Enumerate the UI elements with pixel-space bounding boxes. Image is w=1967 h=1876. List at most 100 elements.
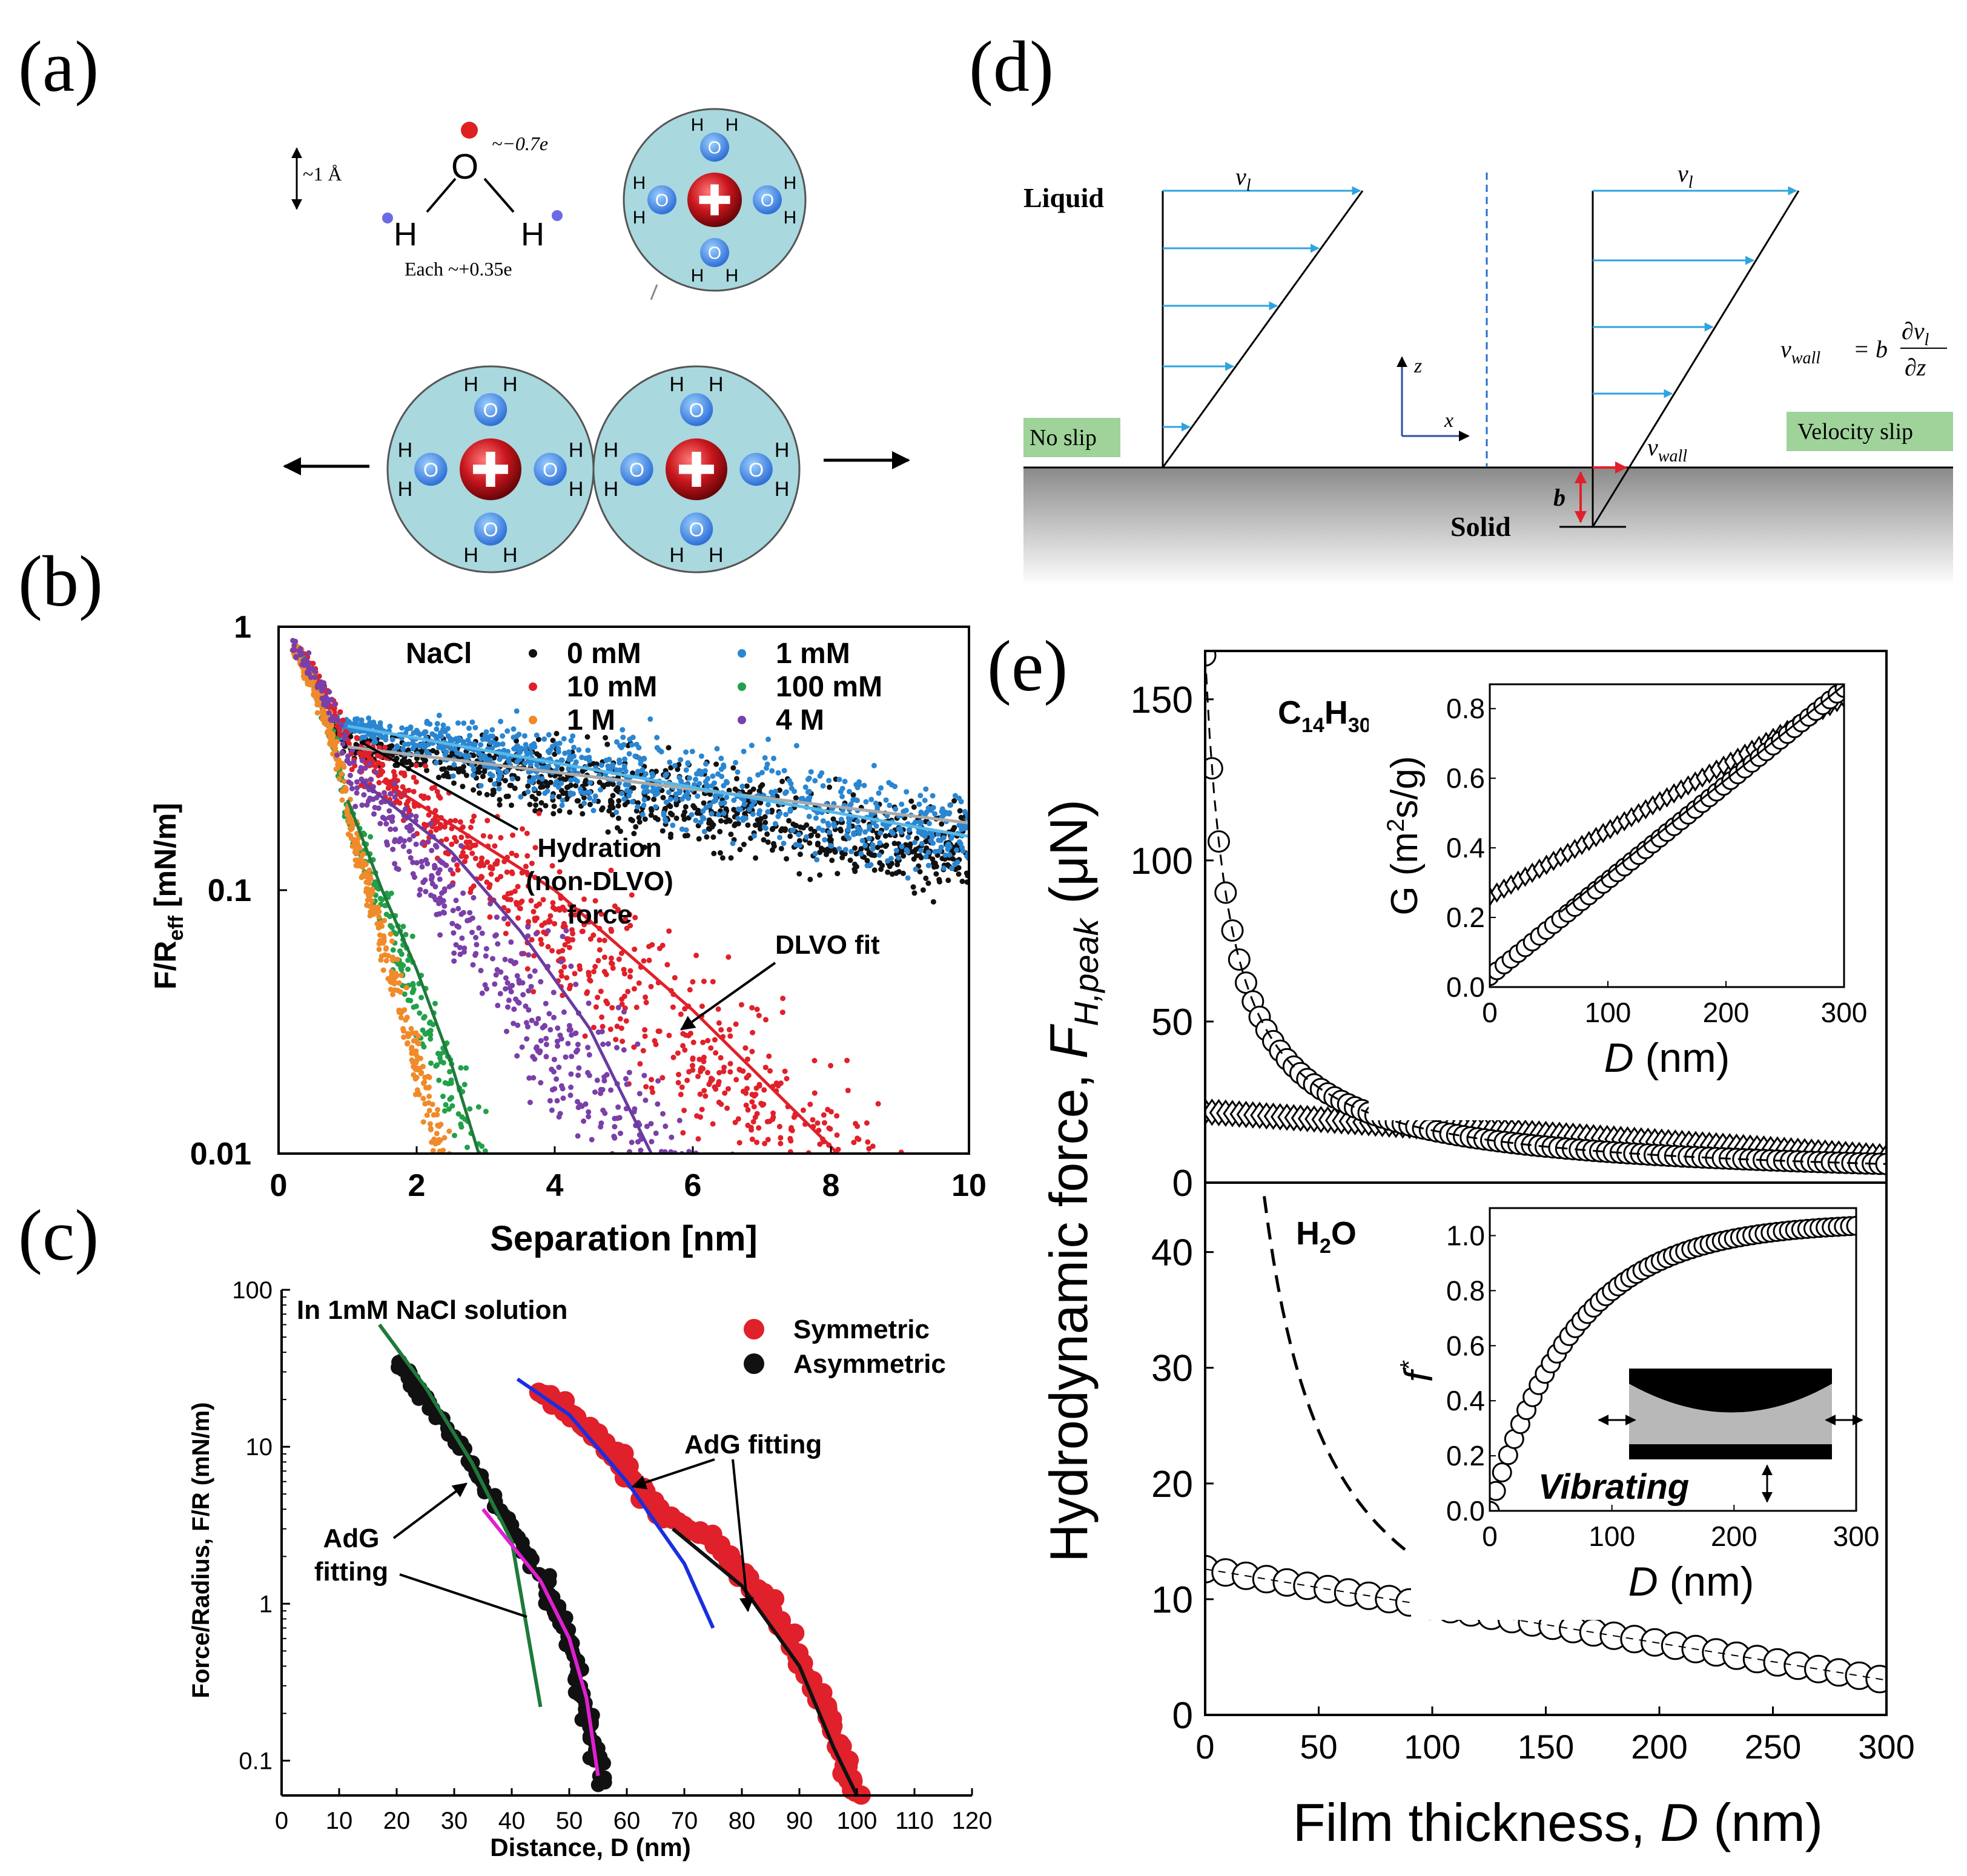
data-point	[425, 839, 431, 845]
data-point	[511, 1006, 517, 1012]
data-point	[762, 814, 768, 820]
data-point	[635, 1041, 641, 1047]
data-point	[538, 1038, 544, 1044]
data-point	[695, 793, 701, 799]
data-point	[772, 821, 778, 827]
data-point	[591, 969, 597, 974]
data-point	[762, 819, 769, 825]
data-point	[543, 803, 549, 808]
y-axis-label: Hydrodynamic force, FH,peak (μN)	[1039, 799, 1105, 1562]
data-point	[649, 942, 655, 948]
data-point	[636, 755, 642, 761]
x-axis-label: Distance, D (nm)	[490, 1833, 690, 1861]
data-point	[660, 1075, 666, 1081]
oxygen-label: O	[749, 459, 764, 481]
data-point	[440, 727, 446, 733]
data-point	[756, 1125, 762, 1131]
legend-marker	[529, 682, 537, 691]
data-point	[781, 841, 787, 847]
data-point	[726, 1026, 732, 1032]
data-point	[680, 1031, 686, 1037]
data-point	[434, 721, 440, 727]
data-point	[652, 1038, 658, 1044]
data-point	[440, 722, 446, 728]
data-point	[460, 890, 466, 896]
data-point	[708, 1161, 713, 1166]
data-point	[568, 778, 574, 783]
data-point	[778, 1135, 784, 1141]
data-point	[439, 1175, 445, 1180]
slip-length-label: b	[1553, 484, 1565, 511]
data-point	[624, 1157, 630, 1163]
data-point	[676, 1117, 683, 1123]
data-point	[814, 857, 820, 863]
data-point	[389, 957, 395, 963]
data-point	[901, 853, 907, 859]
data-point	[753, 855, 759, 861]
data-point	[617, 767, 623, 773]
data-point	[609, 960, 614, 966]
data-point	[557, 740, 563, 746]
data-point	[436, 712, 442, 718]
y-tick-label: 0.4	[1446, 1385, 1485, 1416]
data-point	[738, 807, 743, 812]
data-point	[641, 756, 647, 762]
data-point	[505, 908, 511, 914]
data-point	[599, 1014, 605, 1020]
data-point	[783, 811, 789, 817]
x-tick-label: 200	[1631, 1728, 1687, 1766]
data-point	[359, 802, 365, 808]
data-point	[899, 801, 905, 807]
data-point	[751, 833, 757, 839]
data-point	[357, 750, 363, 756]
data-point	[434, 911, 440, 917]
data-point	[784, 1160, 789, 1166]
data-point	[589, 1137, 595, 1143]
data-point	[542, 1574, 557, 1590]
data-point	[640, 811, 646, 817]
data-point	[771, 755, 776, 761]
data-point	[428, 1127, 434, 1132]
data-point	[618, 828, 623, 834]
data-point	[558, 1036, 564, 1042]
data-point	[647, 716, 653, 722]
legend-title: NaCl	[406, 638, 472, 670]
data-point	[410, 980, 416, 986]
data-point	[406, 837, 412, 842]
data-point	[812, 851, 818, 857]
data-point	[467, 740, 472, 746]
hydrogen-label: H	[398, 439, 413, 462]
data-point	[875, 1101, 881, 1107]
data-point	[573, 1049, 579, 1055]
data-point	[538, 800, 544, 806]
data-point	[352, 720, 359, 726]
data-point	[581, 801, 587, 806]
data-point	[368, 776, 374, 782]
data-point	[608, 926, 614, 933]
data-point	[690, 979, 696, 985]
data-point	[380, 967, 386, 973]
data-point	[1228, 948, 1251, 971]
data-point	[372, 805, 378, 810]
data-point	[392, 860, 398, 867]
data-point	[864, 857, 870, 864]
data-point	[550, 989, 557, 996]
data-point	[438, 733, 445, 739]
data-point	[629, 742, 635, 748]
data-point	[660, 942, 666, 948]
data-point	[950, 856, 956, 862]
data-point	[349, 767, 355, 773]
data-point	[878, 1161, 883, 1166]
y-axis-label: Force/Radius, F/R (mN/m)	[188, 1402, 214, 1699]
data-point	[511, 726, 517, 732]
data-point	[455, 738, 461, 743]
legend-marker	[744, 1353, 764, 1374]
data-point	[684, 1077, 690, 1083]
data-point	[426, 1094, 432, 1099]
data-point	[562, 907, 567, 913]
data-point	[600, 1023, 606, 1029]
data-point	[662, 816, 668, 822]
data-point	[713, 1086, 719, 1092]
data-point	[480, 773, 486, 779]
data-point	[551, 804, 557, 810]
